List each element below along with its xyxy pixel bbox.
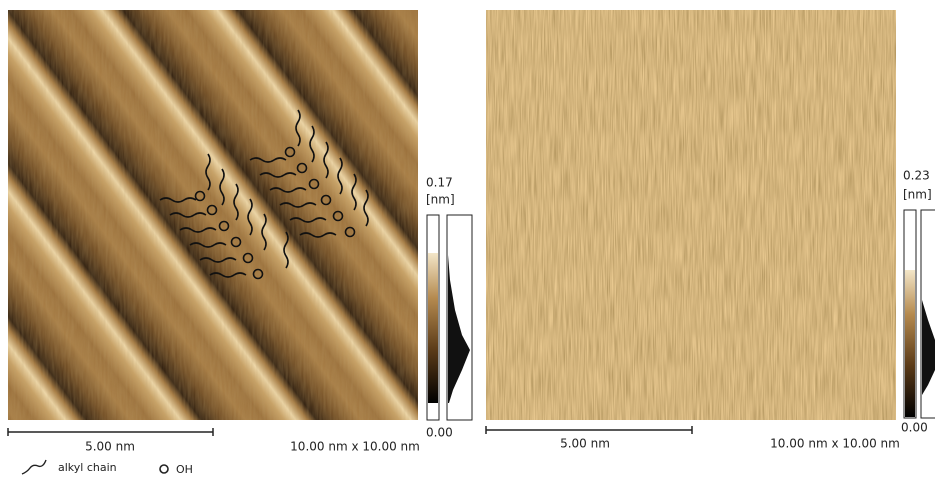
legend-label: alkyl chain (58, 461, 117, 474)
colorbar-left (426, 214, 473, 421)
chain-icon (21, 459, 47, 475)
size-label: 10.00 nm x 10.00 nm (290, 440, 420, 454)
colorbar-min: 0.00 (426, 426, 453, 440)
scale-label: 5.00 nm (560, 437, 610, 451)
colorbar-unit: [nm] (903, 188, 932, 202)
scale-bar-left (7, 428, 214, 436)
afm-image-right (486, 10, 896, 420)
scale-label: 5.00 nm (85, 440, 135, 454)
colorbar-max: 0.23 (903, 169, 930, 183)
molecule-overlay (159, 109, 369, 280)
oh-icon (159, 464, 169, 474)
colorbar-unit: [nm] (426, 193, 455, 207)
colorbar-max: 0.17 (426, 176, 453, 190)
colorbar-min: 0.00 (901, 421, 928, 435)
size-label: 10.00 nm x 10.00 nm (770, 437, 900, 451)
scale-bar-right (485, 426, 693, 434)
legend-label: OH (176, 463, 193, 476)
colorbar-right (903, 209, 935, 419)
